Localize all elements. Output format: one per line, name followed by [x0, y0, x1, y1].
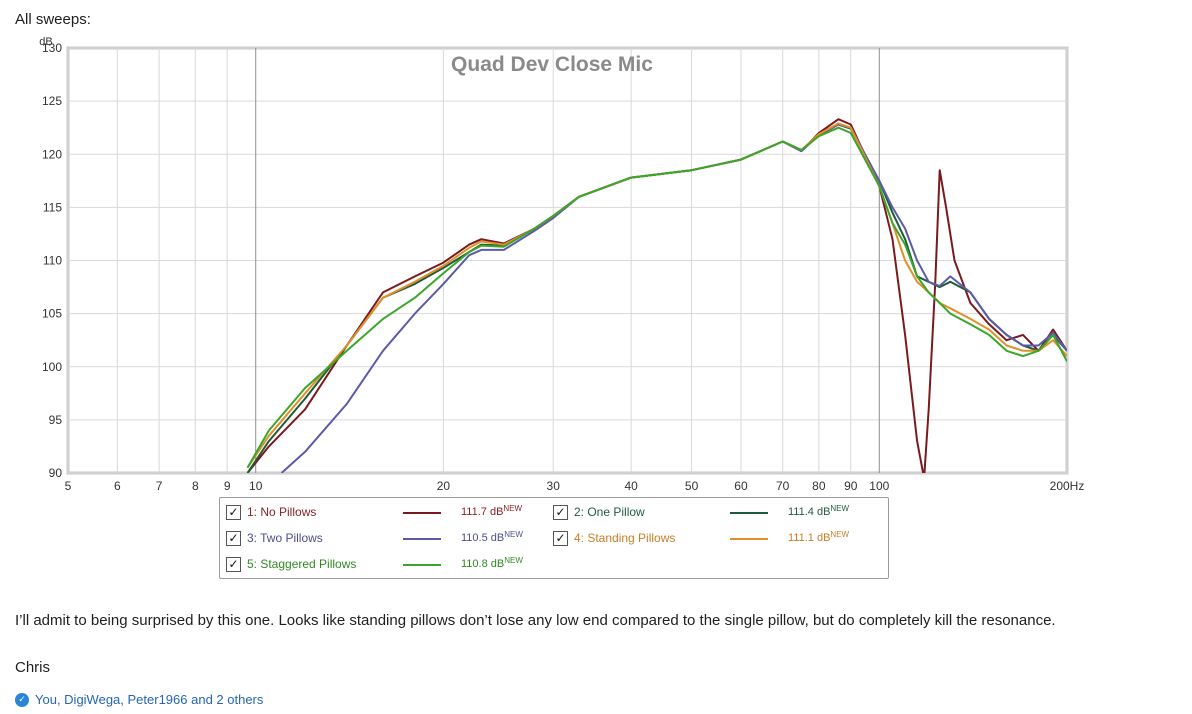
- legend-label: 1: No Pillows: [247, 505, 317, 519]
- legend-swatch: [730, 538, 768, 540]
- x-tick-label: 8: [192, 479, 199, 493]
- legend-checkbox[interactable]: ✓: [553, 504, 568, 520]
- legend-value: 110.8 dBNEW: [461, 556, 523, 570]
- x-tick-label: 7: [156, 479, 163, 493]
- x-tick-label: 5: [65, 479, 72, 493]
- legend-label: 4: Standing Pillows: [574, 531, 676, 545]
- y-tick-label: 95: [49, 413, 63, 427]
- legend-swatch: [403, 538, 441, 540]
- x-tick-label: 10: [249, 479, 263, 493]
- legend-label: 3: Two Pillows: [247, 531, 323, 545]
- legend-value: 111.1 dBNEW: [788, 530, 850, 544]
- legend-swatch: [403, 564, 441, 566]
- frequency-response-chart: 90 95 100 105 110 115 120 125 130 5 6 7 8 9 10 20 30 40 50…: [39, 36, 1085, 493]
- x-tick-label: 20: [437, 479, 451, 493]
- legend-label: 5: Staggered Pillows: [247, 557, 357, 571]
- x-tick-label: 90: [844, 479, 858, 493]
- legend-checkbox[interactable]: ✓: [226, 504, 241, 520]
- legend-item-no-pillows[interactable]: ✓ 1: No Pillows: [226, 502, 397, 522]
- legend-label: 2: One Pillow: [574, 505, 645, 519]
- legend-value: 111.7 dBNEW: [461, 504, 523, 518]
- series-line-1: [246, 118, 1067, 473]
- series-line-5: [246, 126, 1067, 469]
- x-tick-label: 100: [869, 479, 889, 493]
- reactions-bar[interactable]: ✓ You, DigiWega, Peter1966 and 2 others: [15, 692, 263, 707]
- y-tick-label: 90: [49, 466, 63, 480]
- legend-value: 110.5 dBNEW: [461, 530, 523, 544]
- legend-checkbox[interactable]: ✓: [553, 530, 568, 546]
- legend-item-standing-pillows[interactable]: ✓ 4: Standing Pillows: [553, 528, 724, 548]
- x-tick-label: 30: [547, 479, 561, 493]
- x-tick-label: 200Hz: [1050, 479, 1085, 493]
- y-tick-label: 115: [43, 200, 62, 214]
- legend-value: 111.4 dBNEW: [788, 504, 850, 518]
- post-signature: Chris: [15, 659, 51, 676]
- y-tick-label: 110: [43, 254, 62, 268]
- legend-checkbox[interactable]: ✓: [226, 530, 241, 546]
- y-tick-label: 125: [42, 94, 62, 108]
- post-comment: I’ll admit to being surprised by this on…: [15, 612, 1056, 629]
- chart-legend: ✓ 1: No Pillows 111.7 dBNEW ✓ 2: One Pil…: [219, 497, 889, 579]
- y-tick-label: 130: [42, 41, 62, 55]
- legend-swatch: [730, 512, 768, 514]
- y-axis-unit: dB: [39, 36, 52, 48]
- chart-title: Quad Dev Close Mic: [451, 53, 653, 76]
- legend-checkbox[interactable]: ✓: [226, 556, 241, 572]
- y-tick-label: 105: [42, 307, 62, 321]
- x-tick-label: 70: [776, 479, 790, 493]
- x-tick-label: 9: [224, 479, 231, 493]
- x-tick-label: 6: [114, 479, 121, 493]
- x-tick-label: 80: [812, 479, 826, 493]
- legend-swatch: [403, 512, 441, 514]
- x-tick-label: 60: [734, 479, 748, 493]
- x-tick-label: 40: [624, 479, 638, 493]
- thumbs-up-icon: ✓: [15, 692, 29, 707]
- reactions-text[interactable]: You, DigiWega, Peter1966 and 2 others: [35, 692, 264, 707]
- y-tick-label: 120: [42, 147, 62, 161]
- x-tick-label: 50: [685, 479, 699, 493]
- legend-item-two-pillows[interactable]: ✓ 3: Two Pillows: [226, 528, 397, 548]
- legend-item-staggered-pillows[interactable]: ✓ 5: Staggered Pillows: [226, 554, 397, 574]
- legend-item-one-pillow[interactable]: ✓ 2: One Pillow: [553, 502, 724, 522]
- post-intro: All sweeps:: [15, 11, 91, 28]
- y-tick-label: 100: [42, 360, 62, 374]
